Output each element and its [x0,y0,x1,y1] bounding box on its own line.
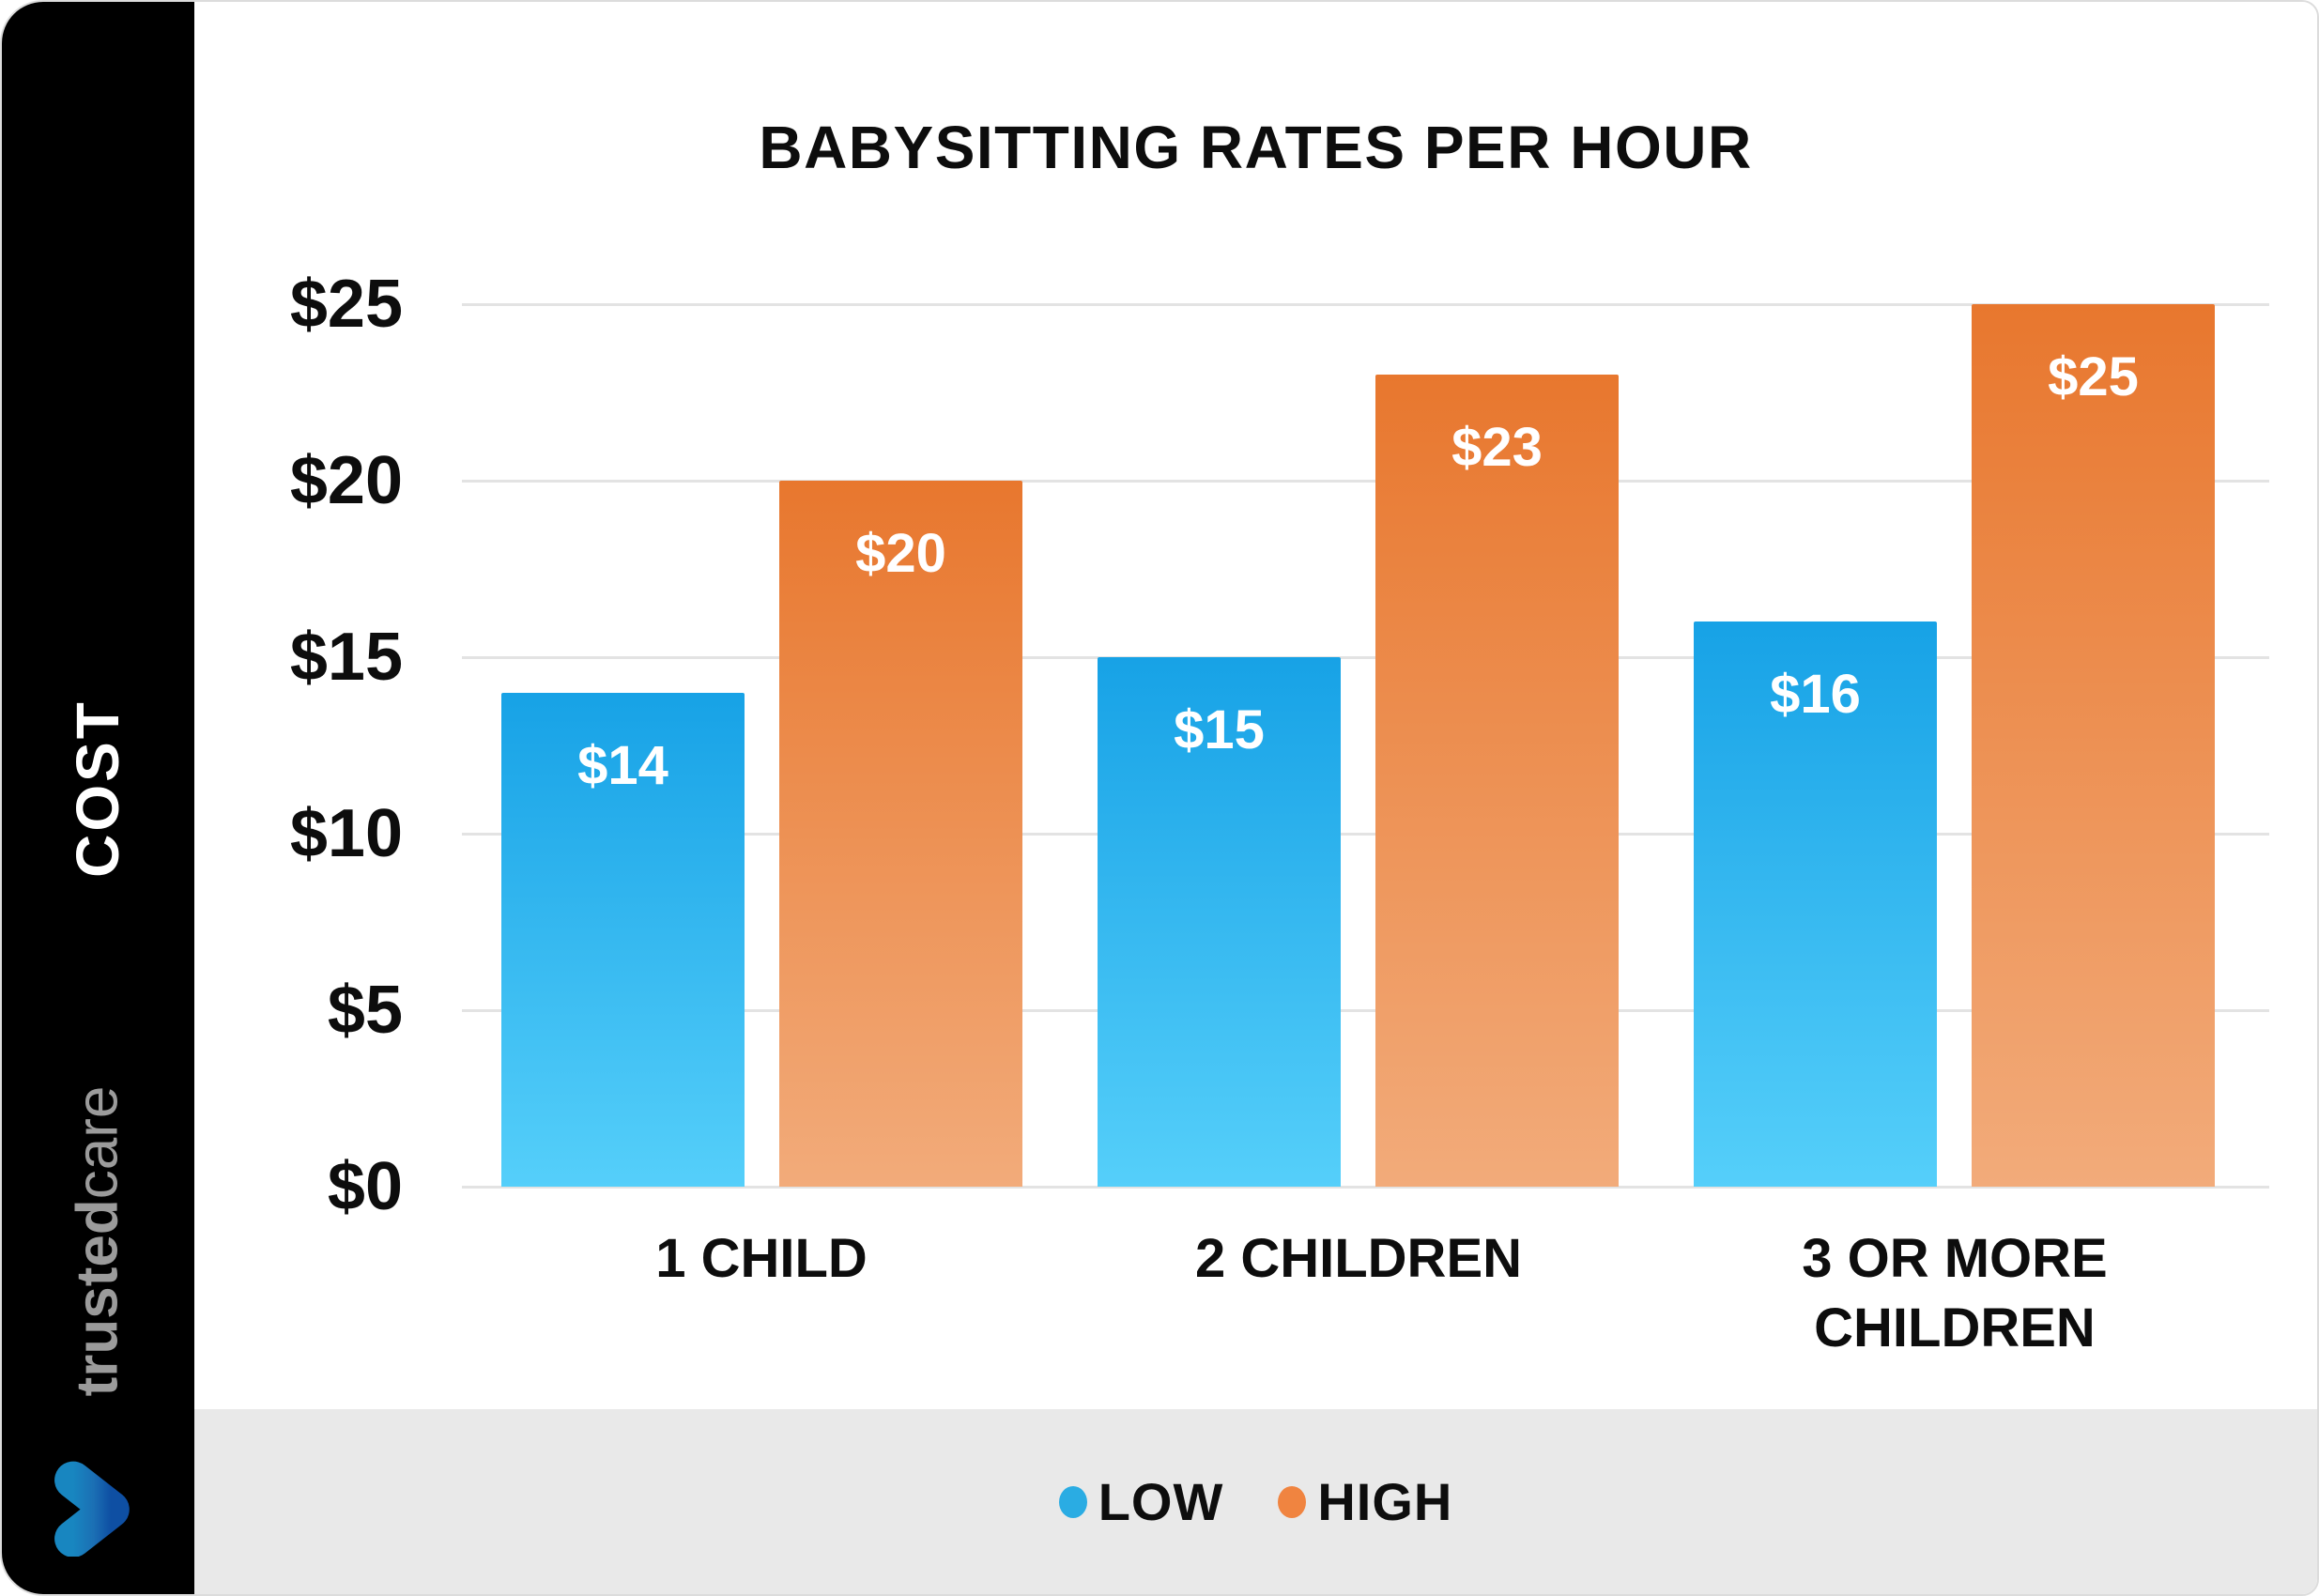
chart-title: BABYSITTING RATES PER HOUR [759,114,1753,181]
y-tick-label: $5 [327,973,403,1048]
legend-label-high: HIGH [1317,1472,1453,1531]
y-tick-label: $25 [289,267,403,342]
gridline-25 [462,303,2269,306]
y-tick-label: $20 [289,443,403,518]
bar-low-group3: $16 [1694,622,1937,1187]
legend-label-low: LOW [1098,1472,1224,1531]
y-tick-label: $15 [289,620,403,695]
bar-low-group1: $14 [501,692,745,1187]
legend: LOW HIGH [1058,1471,1453,1532]
bar-value-label: $25 [2048,346,2139,407]
x-category-label-2: 2 CHILDREN [1194,1228,1523,1289]
legend-strip: LOW HIGH [194,1409,2317,1594]
gridline-0 [462,1186,2269,1189]
y-tick-label: $0 [327,1149,403,1224]
bar-value-label: $15 [1174,699,1265,760]
bar-high-group3: $25 [1972,304,2215,1187]
plot-area: $0 $5 $10 $15 $20 $25 $14 $15 $16 $20 $23 $25 1 CHIL… [194,2,2317,1409]
bar-value-label: $20 [855,523,946,584]
trustedcare-logo-icon [54,1461,130,1557]
brand-text-trusted: trusted [65,1199,131,1397]
gridline-15 [462,656,2269,659]
bar-value-label: $23 [1451,417,1543,479]
brand-text-care: care [65,1085,131,1200]
bar-high-group2: $23 [1375,375,1619,1187]
legend-item-low: LOW [1058,1471,1224,1532]
brand-wordmark: trustedcare [65,1086,131,1397]
legend-dot-high [1278,1485,1307,1518]
bar-high-group1: $20 [779,481,1022,1187]
bar-value-label: $14 [577,734,668,796]
sidebar: COST trustedcare [2,2,194,1594]
bar-low-group2: $15 [1098,657,1341,1187]
gridline-5 [462,1009,2269,1012]
bar-value-label: $16 [1770,664,1861,726]
y-tick-label: $10 [289,796,403,871]
x-category-label-1: 1 CHILD [655,1228,868,1289]
x-category-label-3: 3 OR MORE CHILDREN [1802,1228,2108,1359]
y-axis-title: COST [64,699,131,878]
gridline-20 [462,480,2269,483]
chart-area: BABYSITTING RATES PER HOUR $0 $5 $10 $15 $20… [194,2,2317,1594]
legend-item-high: HIGH [1278,1471,1452,1532]
legend-dot-low [1058,1485,1087,1518]
gridline-10 [462,833,2269,836]
